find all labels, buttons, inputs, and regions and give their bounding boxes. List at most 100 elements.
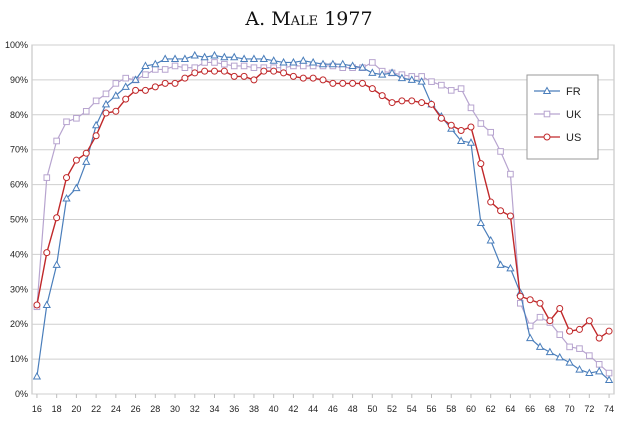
data-point-us xyxy=(428,100,436,108)
y-tick-label: 60% xyxy=(10,180,28,190)
data-point-fr xyxy=(210,50,219,59)
data-point-us xyxy=(181,74,189,82)
series-group xyxy=(32,50,614,384)
data-point-uk xyxy=(497,148,504,155)
data-point-uk xyxy=(507,170,514,178)
data-point-uk xyxy=(230,62,238,70)
gridlines xyxy=(32,44,614,395)
data-point-us xyxy=(516,292,524,300)
data-point-us xyxy=(210,67,218,75)
chart-title: A. Male 1977 xyxy=(245,8,373,30)
data-point-us xyxy=(546,317,554,325)
data-point-fr xyxy=(535,342,545,350)
y-tick-label: 0% xyxy=(15,389,28,399)
data-point-uk xyxy=(487,128,494,136)
data-point-fr xyxy=(555,352,564,361)
data-point-us xyxy=(72,156,80,164)
x-tick-label: 64 xyxy=(505,404,515,414)
data-point-uk xyxy=(250,64,258,71)
legend-label-us: US xyxy=(566,132,581,144)
x-tick-label: 72 xyxy=(584,404,594,414)
data-point-us xyxy=(457,127,465,135)
data-point-fr xyxy=(249,54,259,62)
data-point-us xyxy=(408,97,416,105)
data-point-uk xyxy=(63,118,70,126)
data-point-fr xyxy=(545,347,555,356)
data-point-us xyxy=(280,69,288,77)
data-point-fr xyxy=(456,136,466,144)
data-point-uk xyxy=(102,90,110,98)
data-point-us xyxy=(141,86,149,94)
x-tick-label: 60 xyxy=(466,404,476,414)
data-point-fr xyxy=(279,57,288,66)
data-point-fr xyxy=(348,61,357,69)
data-point-uk xyxy=(447,87,455,94)
data-point-uk xyxy=(438,81,445,89)
x-tick-label: 16 xyxy=(32,404,42,414)
data-point-us xyxy=(556,304,564,312)
data-point-fr xyxy=(91,120,101,129)
x-tick-label: 74 xyxy=(604,404,614,414)
data-point-fr xyxy=(604,375,614,384)
data-point-uk xyxy=(595,361,603,368)
data-point-fr xyxy=(289,57,298,66)
data-point-us xyxy=(467,123,475,131)
legend-box xyxy=(526,74,599,160)
data-point-us xyxy=(605,327,613,335)
data-point-fr xyxy=(308,57,318,66)
data-point-fr xyxy=(417,77,426,85)
data-point-uk xyxy=(122,74,130,82)
data-point-us xyxy=(575,325,583,333)
data-point-fr xyxy=(220,52,229,61)
data-point-fr xyxy=(526,333,535,342)
data-point-us xyxy=(122,95,130,103)
data-point-fr xyxy=(269,56,278,64)
data-point-fr xyxy=(131,75,140,83)
x-tick-label: 18 xyxy=(52,404,62,414)
data-point-uk xyxy=(152,66,159,73)
x-tick-label: 66 xyxy=(525,404,535,414)
y-tick-label: 10% xyxy=(10,354,28,364)
data-point-us xyxy=(585,317,593,325)
y-tick-label: 80% xyxy=(10,110,28,120)
data-point-us xyxy=(477,160,485,168)
data-point-us xyxy=(388,99,396,107)
data-point-us xyxy=(220,67,228,75)
data-point-fr xyxy=(575,365,584,373)
data-point-us xyxy=(309,74,317,82)
data-point-uk xyxy=(457,85,465,92)
data-point-us xyxy=(102,109,110,117)
data-point-us xyxy=(201,67,209,75)
data-point-fr xyxy=(52,260,61,268)
data-point-fr xyxy=(565,358,574,366)
x-tick-label: 36 xyxy=(229,404,239,414)
x-tick-label: 26 xyxy=(131,404,141,414)
data-point-us xyxy=(437,114,445,122)
data-point-uk xyxy=(576,345,583,352)
y-tick-label: 90% xyxy=(10,75,28,85)
data-point-fr xyxy=(190,50,199,59)
data-point-uk xyxy=(161,66,169,73)
data-point-us xyxy=(299,74,307,82)
x-tick-label: 38 xyxy=(249,404,259,414)
data-point-uk xyxy=(221,60,228,68)
data-point-us xyxy=(63,174,71,182)
data-point-us xyxy=(319,76,327,84)
data-point-fr xyxy=(585,368,594,377)
data-point-us xyxy=(191,69,199,77)
data-point-us xyxy=(595,334,603,342)
data-point-fr xyxy=(496,260,505,268)
data-point-fr xyxy=(259,54,268,62)
data-point-fr xyxy=(358,63,367,71)
data-point-us xyxy=(82,149,90,157)
data-point-uk xyxy=(605,369,613,377)
x-tick-label: 52 xyxy=(387,404,397,414)
data-point-fr xyxy=(506,263,515,272)
data-point-us xyxy=(260,67,268,75)
data-point-uk xyxy=(428,78,435,85)
data-point-fr xyxy=(387,68,397,76)
data-point-fr xyxy=(42,300,51,309)
data-point-uk xyxy=(142,71,149,78)
data-point-us xyxy=(339,79,347,87)
